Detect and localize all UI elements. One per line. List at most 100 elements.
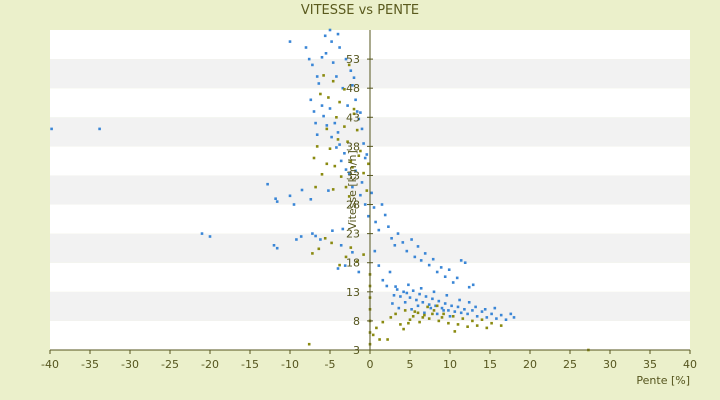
scatter-point [403,309,407,312]
scatter-point [335,146,338,149]
scatter-point [439,266,443,269]
scatter-point [323,34,327,38]
scatter-point [407,283,410,287]
scatter-point [451,281,455,284]
x-tick-label: -10 [281,358,299,371]
scatter-point [474,305,477,309]
scatter-point [407,321,410,325]
x-tick-label: -30 [121,358,139,371]
scatter-point [423,313,426,317]
scatter-point [475,315,479,318]
x-tick-labels: -40 -35 -30 -25 -20 -15 -10 -5 0 5 10 15 20 25 30 35 40 [41,358,697,371]
scatter-point [319,238,322,241]
scatter-point [416,245,420,248]
scatter-point [415,298,418,302]
scatter-point [405,291,409,295]
scatter-point [504,318,508,321]
scatter-point [471,309,474,312]
x-tick-label: 35 [643,358,657,371]
scatter-point [347,63,351,67]
x-tick-label: 40 [683,358,697,371]
scatter-point [331,61,335,64]
scatter-point [339,175,343,178]
scatter-point [307,342,311,346]
scatter-point [451,315,455,318]
scatter-point [413,310,417,313]
scatter-point [343,264,347,267]
x-tick-label: 25 [563,358,577,371]
scatter-point [327,96,330,99]
scatter-point [459,259,463,262]
scatter-point [341,227,345,231]
scatter-point [330,241,333,245]
scatter-point [392,294,396,297]
y-tick-label: 18 [346,257,360,270]
scatter-point [346,140,349,143]
scatter-point [323,237,327,240]
scatter-point [359,193,362,197]
scatter-point [471,283,475,287]
scatter-point [402,290,405,294]
scatter-point [351,251,354,254]
scatter-point [338,46,341,49]
x-axis-label: Pente [%] [636,374,690,387]
scatter-point [367,214,370,218]
scatter-point [312,110,316,113]
scatter-point [367,162,370,166]
scatter-point [463,308,466,311]
scatter-point [354,169,357,173]
scatter-point [432,309,436,312]
y-tick-label: 38 [346,140,360,153]
x-tick-label: 10 [443,358,457,371]
scatter-point [370,191,373,195]
scatter-point [351,166,354,169]
scatter-point [331,79,335,83]
scatter-point [309,198,313,201]
scatter-point [411,315,415,318]
scatter-point [391,302,394,305]
scatter-point [431,312,434,316]
y-tick-label: 33 [346,169,360,182]
x-tick-label: -25 [161,358,179,371]
scatter-point [440,316,444,319]
scatter-point [311,252,314,255]
scatter-point [266,182,269,186]
scatter-point [331,229,334,232]
scatter-point [480,310,484,313]
scatter-point [343,125,346,128]
scatter-point [427,263,431,267]
scatter-point [456,323,460,326]
scatter-point [437,299,441,303]
scatter-point [383,213,387,217]
scatter-point [351,185,354,189]
scatter-point [431,297,434,301]
scatter-point [339,244,343,247]
scatter-point [490,321,493,325]
x-tick-label: -20 [201,358,219,371]
scatter-point [466,325,469,328]
scatter-point [360,127,364,131]
scatter-point [352,107,356,111]
scatter-point [427,317,431,320]
scatter-point [429,306,433,310]
scatter-point [344,185,348,189]
scatter-point [389,316,393,319]
scatter-point [363,203,367,206]
scatter-point [448,315,452,318]
scatter-point [311,63,314,67]
x-tick-label: 30 [603,358,617,371]
scatter-point [437,319,441,323]
scatter-point [314,121,317,125]
x-tick-label: 15 [483,358,497,371]
scatter-point [288,40,292,43]
scatter-point [327,189,330,192]
scatter-point [421,301,425,304]
scatter-point [490,312,493,316]
scatter-point [275,246,279,250]
scatter-point [480,318,484,321]
scatter-point [341,86,345,90]
x-tick-label: -40 [41,358,59,371]
scatter-point [421,316,425,319]
scatter-point [362,142,365,145]
